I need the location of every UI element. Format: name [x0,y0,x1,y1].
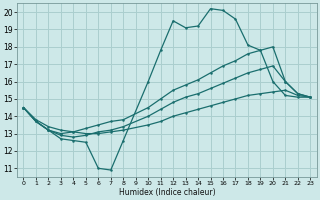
X-axis label: Humidex (Indice chaleur): Humidex (Indice chaleur) [119,188,215,197]
